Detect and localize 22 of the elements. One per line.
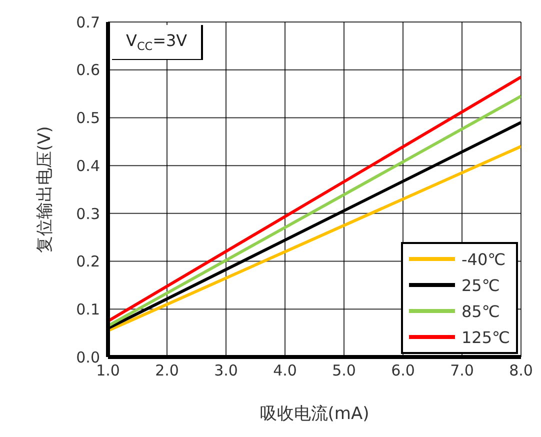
legend-label: 25℃: [461, 276, 500, 294]
y-tick-label: 0.5: [76, 109, 100, 128]
y-tick-label: 0.2: [76, 252, 100, 271]
x-tick-label: 7.0: [450, 362, 474, 380]
y-tick-label: 0.4: [76, 156, 100, 175]
x-tick-label: 8.0: [509, 362, 533, 380]
x-tick-label: 3.0: [214, 362, 238, 380]
y-axis-title: 复位输出电压(V): [35, 126, 56, 253]
x-axis-title: 吸收电流(mA): [260, 404, 370, 424]
legend-label: 85℃: [461, 302, 500, 320]
x-tick-label: 5.0: [332, 362, 356, 380]
y-tick-label: 0.7: [76, 13, 100, 32]
y-tick-label: 0.1: [76, 300, 100, 318]
legend-label: -40℃: [461, 250, 506, 268]
x-tick-label: 2.0: [155, 362, 179, 380]
x-tick-label: 1.0: [96, 362, 120, 380]
text: V$_{CC}$=3V: [126, 31, 188, 54]
y-tick-label: 0.3: [76, 204, 100, 223]
legend-label: 125℃: [461, 328, 510, 346]
x-tick-label: 4.0: [273, 362, 297, 380]
x-tick-label: 6.0: [391, 362, 415, 380]
y-tick-label: 0.6: [76, 61, 100, 80]
